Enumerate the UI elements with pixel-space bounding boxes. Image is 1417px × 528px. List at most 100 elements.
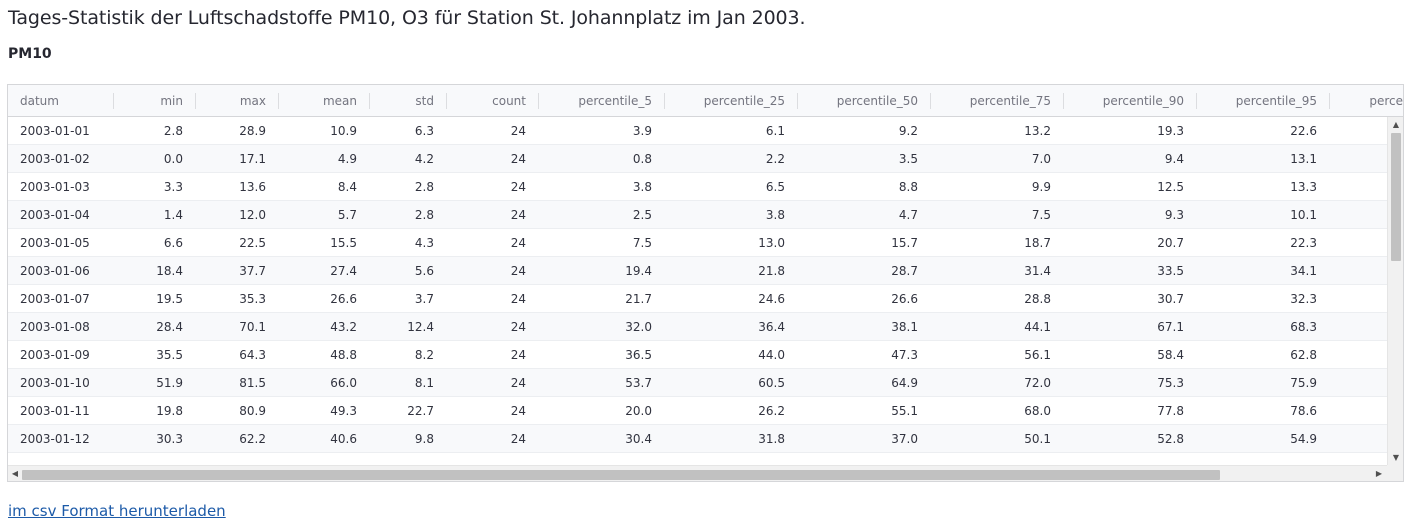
vertical-scroll-thumb[interactable] bbox=[1391, 133, 1401, 261]
table-cell[interactable]: 9.9 bbox=[1031, 180, 1051, 194]
table-cell[interactable]: 3.3 bbox=[163, 180, 183, 194]
table-cell[interactable]: 2003-01-01 bbox=[20, 124, 90, 138]
table-row[interactable]: 2003-01-04 1.4 12.0 5.7 2.8 24 2.5 3.8 4.7 7.5 9.3… bbox=[8, 201, 1388, 229]
table-cell[interactable]: 32.3 bbox=[1290, 292, 1317, 306]
table-cell[interactable]: 78.6 bbox=[1290, 404, 1317, 418]
horizontal-scrollbar[interactable]: ◀ ▶ bbox=[8, 465, 1388, 481]
column-header[interactable]: std bbox=[415, 94, 434, 108]
table-cell[interactable]: 64.9 bbox=[891, 376, 918, 390]
table-cell[interactable]: 31.4 bbox=[1024, 264, 1051, 278]
table-cell[interactable]: 9.2 bbox=[898, 124, 918, 138]
table-row[interactable]: 2003-01-01 2.8 28.9 10.9 6.3 24 3.9 6.1 9.2 13.2 1… bbox=[8, 117, 1388, 145]
table-cell[interactable]: 32.0 bbox=[625, 320, 652, 334]
table-cell[interactable]: 8.2 bbox=[414, 348, 434, 362]
table-row[interactable]: 2003-01-08 28.4 70.1 43.2 12.4 24 32.0 36.4 38.1… bbox=[8, 313, 1388, 341]
table-cell[interactable]: 36.4 bbox=[758, 320, 785, 334]
column-header[interactable]: percentile_25 bbox=[703, 94, 785, 108]
table-cell[interactable]: 21.7 bbox=[625, 292, 652, 306]
table-cell[interactable]: 2.5 bbox=[632, 208, 652, 222]
table-cell[interactable]: 37.7 bbox=[239, 264, 266, 278]
table-cell[interactable]: 68.3 bbox=[1290, 320, 1317, 334]
table-cell[interactable]: 24 bbox=[510, 264, 526, 278]
table-cell[interactable]: 24 bbox=[510, 152, 526, 166]
column-header[interactable]: percentile_50 bbox=[836, 94, 918, 108]
table-cell[interactable]: 2003-01-06 bbox=[20, 264, 90, 278]
column-separator[interactable] bbox=[1329, 93, 1330, 109]
table-cell[interactable]: 6.6 bbox=[163, 236, 183, 250]
table-cell[interactable]: 38.1 bbox=[891, 320, 918, 334]
table-cell[interactable]: 52.8 bbox=[1157, 432, 1184, 446]
table-cell[interactable]: 22.7 bbox=[407, 404, 434, 418]
table-cell[interactable]: 19.5 bbox=[156, 292, 183, 306]
column-header[interactable]: percentile_75 bbox=[969, 94, 1051, 108]
table-cell[interactable]: 53.7 bbox=[625, 376, 652, 390]
table-cell[interactable]: 64.3 bbox=[239, 348, 266, 362]
scroll-down-icon[interactable]: ▼ bbox=[1392, 453, 1400, 462]
horizontal-scroll-thumb[interactable] bbox=[22, 470, 1220, 480]
table-cell[interactable]: 35.5 bbox=[156, 348, 183, 362]
table-cell[interactable]: 28.7 bbox=[891, 264, 918, 278]
table-row[interactable]: 2003-01-07 19.5 35.3 26.6 3.7 24 21.7 24.6 26.6 2… bbox=[8, 285, 1388, 313]
column-separator[interactable] bbox=[1196, 93, 1197, 109]
table-cell[interactable]: 7.5 bbox=[632, 236, 652, 250]
table-cell[interactable]: 2003-01-02 bbox=[20, 152, 90, 166]
table-cell[interactable]: 75.3 bbox=[1157, 376, 1184, 390]
table-cell[interactable]: 24 bbox=[510, 320, 526, 334]
table-cell[interactable]: 3.8 bbox=[632, 180, 652, 194]
table-cell[interactable]: 12.4 bbox=[407, 320, 434, 334]
table-cell[interactable]: 72.0 bbox=[1024, 376, 1051, 390]
table-cell[interactable]: 27.4 bbox=[330, 264, 357, 278]
table-cell[interactable]: 56.1 bbox=[1024, 348, 1051, 362]
column-separator[interactable] bbox=[113, 93, 114, 109]
table-cell[interactable]: 24 bbox=[510, 208, 526, 222]
column-separator[interactable] bbox=[195, 93, 196, 109]
table-cell[interactable]: 5.7 bbox=[337, 208, 357, 222]
column-header[interactable]: datum bbox=[20, 94, 59, 108]
table-cell[interactable]: 31.8 bbox=[758, 432, 785, 446]
table-cell[interactable]: 47.3 bbox=[891, 348, 918, 362]
table-cell[interactable]: 19.3 bbox=[1157, 124, 1184, 138]
table-cell[interactable]: 33.5 bbox=[1157, 264, 1184, 278]
table-cell[interactable]: 20.7 bbox=[1157, 236, 1184, 250]
table-cell[interactable]: 6.5 bbox=[765, 180, 785, 194]
table-cell[interactable]: 54.9 bbox=[1290, 432, 1317, 446]
table-cell[interactable]: 2.8 bbox=[414, 208, 434, 222]
table-cell[interactable]: 7.5 bbox=[1031, 208, 1051, 222]
table-cell[interactable]: 9.8 bbox=[414, 432, 434, 446]
table-cell[interactable]: 26.6 bbox=[330, 292, 357, 306]
table-row[interactable]: 2003-01-12 30.3 62.2 40.6 9.8 24 30.4 31.8 37.0 5… bbox=[8, 425, 1388, 453]
table-cell[interactable]: 3.9 bbox=[632, 124, 652, 138]
table-cell[interactable]: 30.7 bbox=[1157, 292, 1184, 306]
table-cell[interactable]: 2003-01-10 bbox=[20, 376, 90, 390]
table-cell[interactable]: 13.0 bbox=[758, 236, 785, 250]
table-cell[interactable]: 62.8 bbox=[1290, 348, 1317, 362]
table-cell[interactable]: 2003-01-11 bbox=[20, 404, 90, 418]
table-cell[interactable]: 3.7 bbox=[414, 292, 434, 306]
table-cell[interactable]: 3.5 bbox=[898, 152, 918, 166]
table-cell[interactable]: 28.8 bbox=[1024, 292, 1051, 306]
table-cell[interactable]: 10.9 bbox=[330, 124, 357, 138]
table-cell[interactable]: 60.5 bbox=[758, 376, 785, 390]
scroll-right-icon[interactable]: ▶ bbox=[1375, 469, 1383, 478]
table-cell[interactable]: 28.4 bbox=[156, 320, 183, 334]
table-row[interactable]: 2003-01-11 19.8 80.9 49.3 22.7 24 20.0 26.2 55.1… bbox=[8, 397, 1388, 425]
table-cell[interactable]: 34.1 bbox=[1290, 264, 1317, 278]
table-cell[interactable]: 28.9 bbox=[239, 124, 266, 138]
table-cell[interactable]: 2003-01-07 bbox=[20, 292, 90, 306]
table-cell[interactable]: 55.1 bbox=[891, 404, 918, 418]
column-separator[interactable] bbox=[369, 93, 370, 109]
table-cell[interactable]: 22.3 bbox=[1290, 236, 1317, 250]
table-cell[interactable]: 0.0 bbox=[163, 152, 183, 166]
table-cell[interactable]: 37.0 bbox=[891, 432, 918, 446]
table-cell[interactable]: 24 bbox=[510, 348, 526, 362]
column-header[interactable]: mean bbox=[322, 94, 357, 108]
table-cell[interactable]: 50.1 bbox=[1024, 432, 1051, 446]
table-cell[interactable]: 4.7 bbox=[898, 208, 918, 222]
table-cell[interactable]: 44.1 bbox=[1024, 320, 1051, 334]
column-header[interactable]: percentile_90 bbox=[1102, 94, 1184, 108]
table-cell[interactable]: 24 bbox=[510, 292, 526, 306]
table-cell[interactable]: 24.6 bbox=[758, 292, 785, 306]
table-cell[interactable]: 6.3 bbox=[414, 124, 434, 138]
table-cell[interactable]: 24 bbox=[510, 432, 526, 446]
table-cell[interactable]: 67.1 bbox=[1157, 320, 1184, 334]
